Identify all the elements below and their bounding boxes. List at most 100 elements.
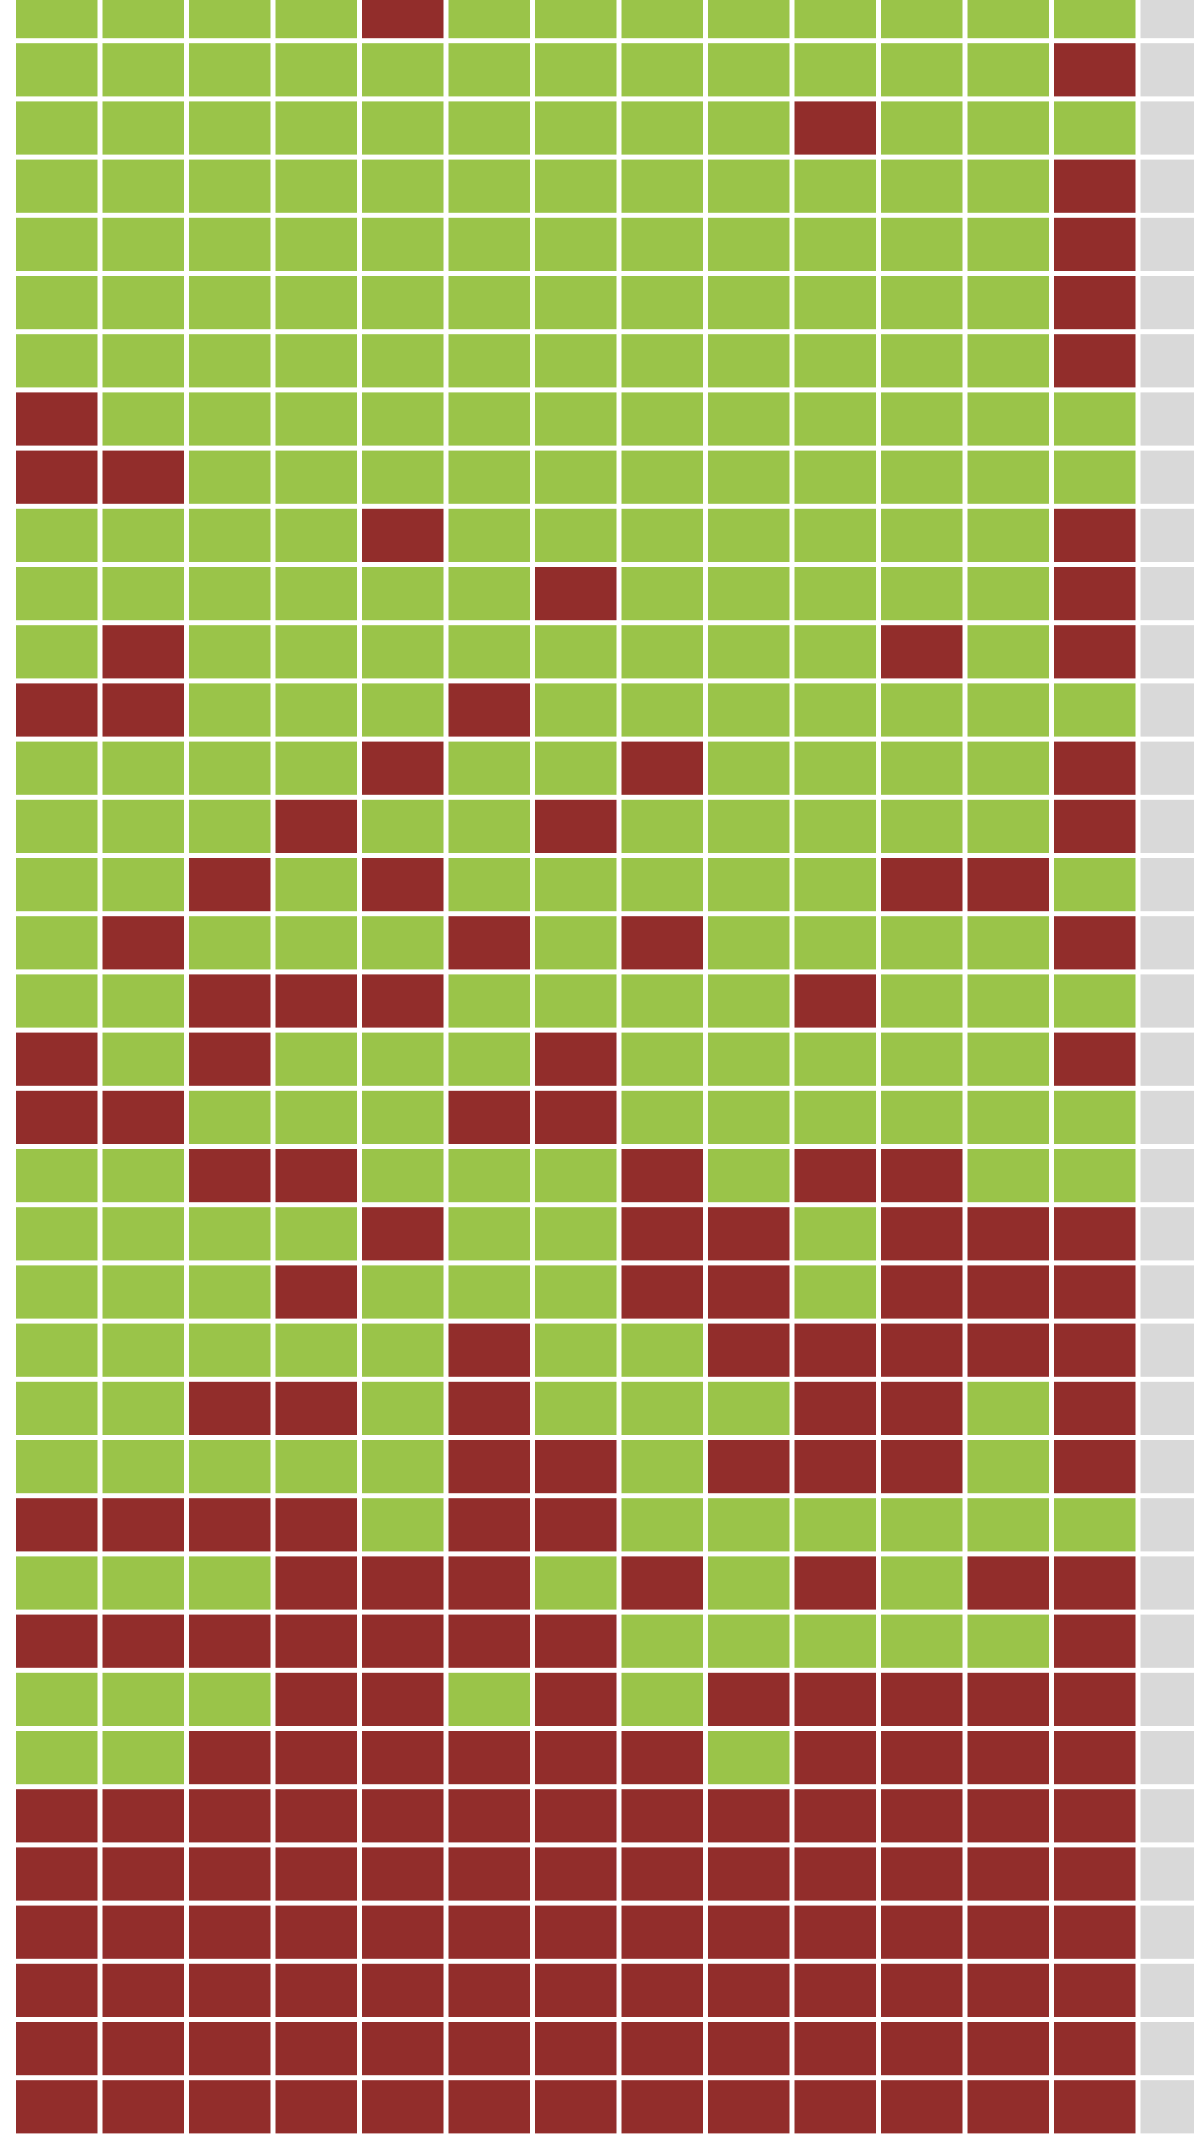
heatmap-cell xyxy=(1140,1032,1194,1086)
heatmap-cell xyxy=(1140,1963,1194,2017)
heatmap-cell xyxy=(794,2080,876,2134)
heatmap-cell xyxy=(275,43,357,97)
heatmap-cell xyxy=(794,217,876,271)
heatmap-cell xyxy=(102,159,184,213)
heatmap-cell xyxy=(448,1440,530,1494)
heatmap-cell xyxy=(102,1789,184,1843)
heatmap-cell xyxy=(967,1207,1049,1261)
heatmap-cell xyxy=(535,276,617,330)
heatmap-cell xyxy=(448,450,530,504)
heatmap-cell xyxy=(535,916,617,970)
heatmap-cell xyxy=(362,1731,444,1785)
heatmap-cell xyxy=(16,741,98,795)
heatmap-cell xyxy=(708,2080,790,2134)
heatmap-cell xyxy=(102,1265,184,1319)
heatmap-cell xyxy=(535,1731,617,1785)
heatmap-cell xyxy=(967,1440,1049,1494)
heatmap-cell xyxy=(621,2022,703,2076)
heatmap-cell xyxy=(967,683,1049,737)
heatmap-cell xyxy=(535,1323,617,1377)
heatmap-cell xyxy=(1054,799,1136,853)
heatmap-cell xyxy=(621,1672,703,1726)
heatmap-cell xyxy=(881,567,963,621)
heatmap-cell xyxy=(275,1789,357,1843)
heatmap-cell xyxy=(16,392,98,446)
heatmap-cell xyxy=(1054,1672,1136,1726)
heatmap-cell xyxy=(102,916,184,970)
heatmap-cell xyxy=(708,2022,790,2076)
heatmap-cell xyxy=(448,1265,530,1319)
heatmap-cell xyxy=(881,1905,963,1959)
heatmap-cell xyxy=(189,1498,271,1552)
heatmap-cell xyxy=(16,858,98,912)
heatmap-cell xyxy=(275,1672,357,1726)
heatmap-cell xyxy=(794,450,876,504)
heatmap-cell xyxy=(881,858,963,912)
heatmap-cell xyxy=(881,217,963,271)
heatmap-cell xyxy=(967,974,1049,1028)
heatmap-cell xyxy=(1054,276,1136,330)
heatmap-cell xyxy=(275,858,357,912)
heatmap-cell xyxy=(535,1498,617,1552)
heatmap-cell xyxy=(448,1498,530,1552)
heatmap-cell xyxy=(16,334,98,388)
heatmap-cell xyxy=(967,916,1049,970)
heatmap-cell xyxy=(621,43,703,97)
heatmap-cell xyxy=(275,1847,357,1901)
heatmap-cell xyxy=(621,1905,703,1959)
heatmap-cell xyxy=(102,508,184,562)
heatmap-cell xyxy=(881,1149,963,1203)
heatmap-cell xyxy=(967,1672,1049,1726)
heatmap-cell xyxy=(1054,1090,1136,1144)
heatmap-cell xyxy=(1054,450,1136,504)
heatmap-cell xyxy=(16,1847,98,1901)
heatmap-cell xyxy=(102,392,184,446)
heatmap-cell xyxy=(189,741,271,795)
heatmap-cell xyxy=(16,0,98,39)
heatmap-cell xyxy=(794,799,876,853)
heatmap-cell xyxy=(535,1207,617,1261)
heatmap-cell xyxy=(535,1440,617,1494)
heatmap-cell xyxy=(102,43,184,97)
heatmap-cell xyxy=(362,450,444,504)
heatmap-cell xyxy=(794,1614,876,1668)
heatmap-cell xyxy=(275,1556,357,1610)
heatmap-cell xyxy=(189,0,271,39)
heatmap-cell xyxy=(621,683,703,737)
heatmap-cell xyxy=(967,741,1049,795)
heatmap-cell xyxy=(967,217,1049,271)
heatmap-cell xyxy=(448,1149,530,1203)
heatmap-cell xyxy=(189,1614,271,1668)
heatmap-cell xyxy=(967,159,1049,213)
heatmap-cell xyxy=(881,508,963,562)
heatmap-cell xyxy=(621,1207,703,1261)
heatmap-cell xyxy=(1054,101,1136,155)
heatmap-cell xyxy=(189,1440,271,1494)
heatmap-cell xyxy=(1140,1440,1194,1494)
heatmap-cell xyxy=(881,799,963,853)
heatmap-cell xyxy=(1054,567,1136,621)
heatmap-cell xyxy=(621,1323,703,1377)
heatmap-cell xyxy=(708,1731,790,1785)
heatmap-cell xyxy=(1140,1731,1194,1785)
heatmap-cell xyxy=(535,625,617,679)
heatmap-cell xyxy=(362,43,444,97)
heatmap-cell xyxy=(535,508,617,562)
heatmap-cell xyxy=(881,101,963,155)
heatmap-cell xyxy=(102,1207,184,1261)
heatmap-cell xyxy=(794,1498,876,1552)
heatmap-cell xyxy=(881,1556,963,1610)
heatmap-cell xyxy=(102,1381,184,1435)
heatmap-cell xyxy=(708,159,790,213)
heatmap-cell xyxy=(621,567,703,621)
heatmap-cell xyxy=(794,0,876,39)
heatmap-cell xyxy=(621,0,703,39)
heatmap-cell xyxy=(189,1381,271,1435)
heatmap-cell xyxy=(794,392,876,446)
heatmap-cell xyxy=(1140,567,1194,621)
heatmap-cell xyxy=(275,101,357,155)
heatmap-cell xyxy=(881,1207,963,1261)
heatmap-cell xyxy=(967,1149,1049,1203)
heatmap-cell xyxy=(794,2022,876,2076)
heatmap-cell xyxy=(102,1847,184,1901)
